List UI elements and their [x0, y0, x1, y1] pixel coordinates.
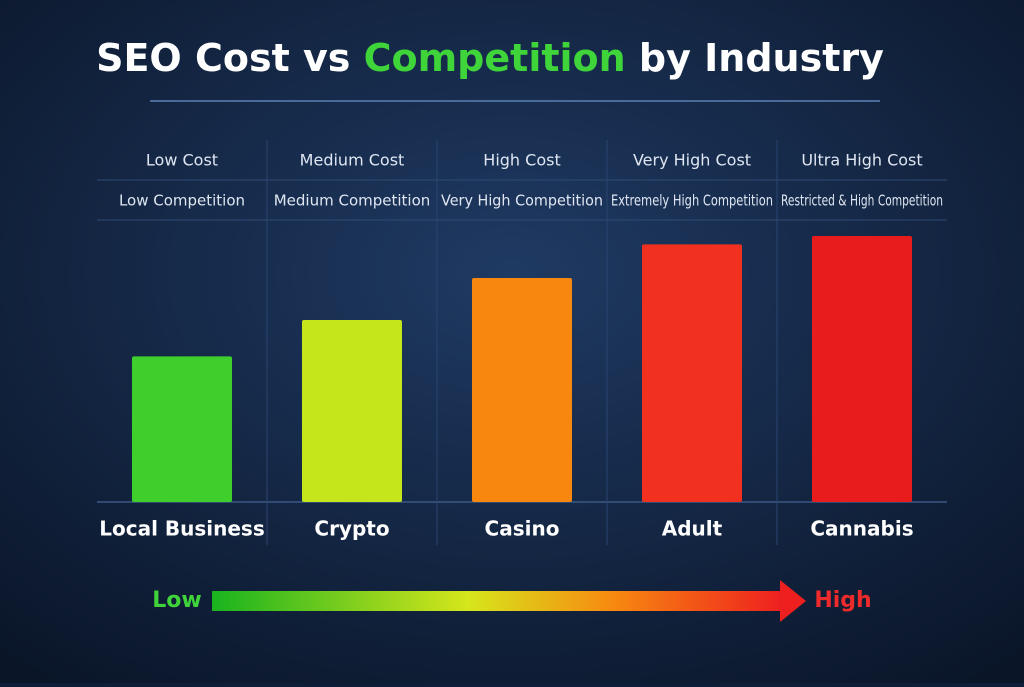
- scale-arrow-shaft: [212, 591, 782, 611]
- competition-label: Medium Competition: [274, 192, 431, 210]
- title-part: by Industry: [626, 36, 884, 80]
- scale-low-label: Low: [152, 588, 201, 613]
- chart-title: SEO Cost vs Competition by Industry: [96, 36, 884, 80]
- scale-arrow-head: [780, 580, 806, 622]
- x-tick-label: Casino: [485, 517, 560, 541]
- cost-label: Ultra High Cost: [801, 151, 922, 170]
- x-tick-label: Local Business: [99, 517, 265, 541]
- cost-label: Medium Cost: [300, 151, 405, 170]
- cost-label: Very High Cost: [633, 151, 751, 170]
- x-tick-label: Adult: [662, 517, 723, 541]
- bar: [642, 244, 742, 502]
- title-highlight: Competition: [364, 36, 626, 80]
- cost-label: Low Cost: [146, 151, 218, 170]
- competition-label: Extremely High Competition: [611, 192, 773, 210]
- bar: [812, 236, 912, 502]
- competition-label: Very High Competition: [441, 192, 603, 210]
- x-tick-label: Crypto: [314, 517, 389, 541]
- bar: [472, 278, 572, 502]
- competition-label: Low Competition: [119, 192, 245, 210]
- bar: [132, 356, 232, 502]
- competition-label: Restricted & High Competition: [781, 192, 943, 210]
- cost-label: High Cost: [483, 151, 560, 170]
- scale-high-label: High: [814, 588, 871, 613]
- title-part: SEO Cost vs: [96, 36, 363, 80]
- bar: [302, 320, 402, 502]
- x-tick-label: Cannabis: [810, 517, 913, 541]
